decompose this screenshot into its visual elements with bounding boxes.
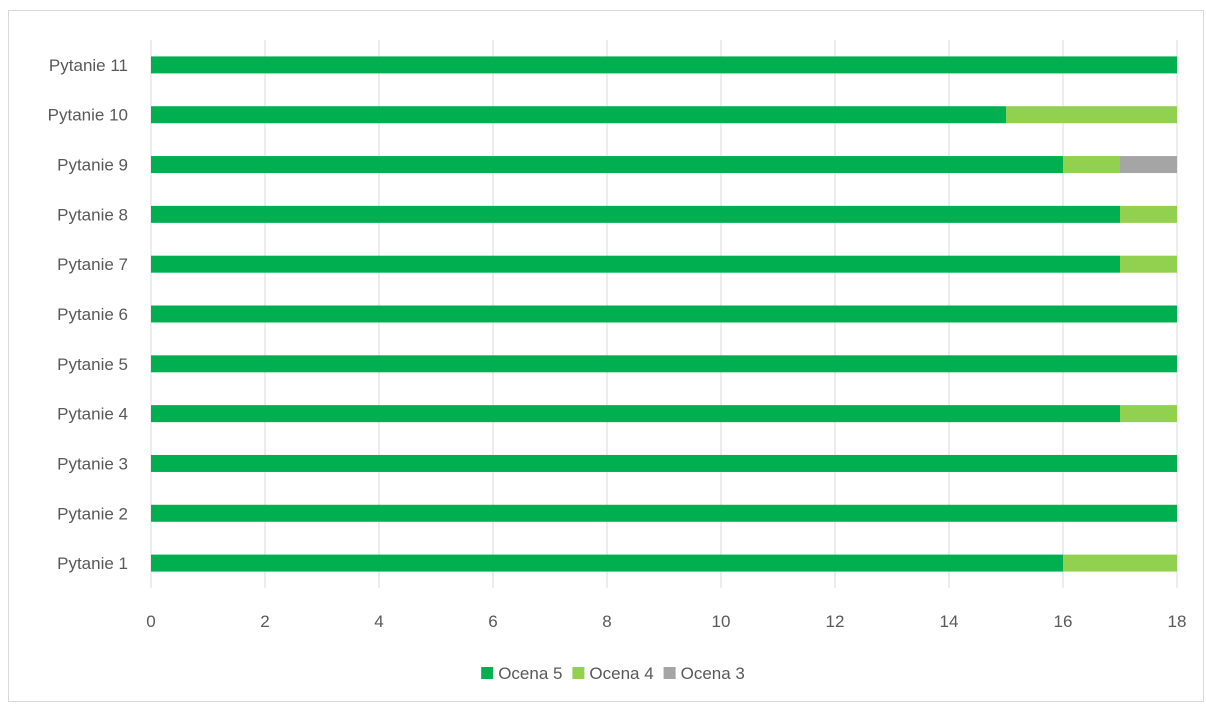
x-tick-label: 6	[488, 612, 497, 631]
category-label: Pytanie 10	[48, 106, 128, 125]
bar-pytanie-3-series-1	[151, 454, 1177, 472]
legend-label: Ocena 4	[589, 664, 653, 683]
category-label: Pytanie 3	[57, 454, 128, 473]
x-tick-label: 16	[1054, 612, 1073, 631]
legend-swatch-series-1	[481, 667, 494, 679]
category-label: Pytanie 9	[57, 156, 128, 175]
category-label: Pytanie 1	[57, 554, 128, 573]
bar-pytanie-1-series-2	[1063, 554, 1177, 572]
bar-pytanie-9-series-1	[151, 156, 1063, 174]
legend-label: Ocena 5	[498, 664, 562, 683]
x-tick-labels: 0 2 4 6 8 10 12 14 16 18	[146, 612, 1186, 631]
category-label: Pytanie 7	[57, 255, 128, 274]
bar-pytanie-8-series-1	[151, 205, 1120, 223]
category-label: Pytanie 8	[57, 205, 128, 224]
x-tick-label: 8	[602, 612, 611, 631]
x-tick-label: 12	[826, 612, 845, 631]
x-tick-label: 2	[260, 612, 269, 631]
bar-pytanie-6-series-1	[151, 305, 1177, 323]
bar-pytanie-4-series-2	[1120, 405, 1177, 423]
bar-pytanie-9-series-3	[1120, 156, 1177, 174]
bar-pytanie-11-series-1	[151, 56, 1177, 74]
legend: Ocena 5 Ocena 4 Ocena 3	[481, 664, 745, 683]
bar-pytanie-2-series-1	[151, 504, 1177, 522]
category-label: Pytanie 6	[57, 305, 128, 324]
legend-swatch-series-2	[572, 667, 585, 679]
bar-pytanie-1-series-1	[151, 554, 1063, 572]
category-label: Pytanie 11	[49, 56, 128, 75]
category-label: Pytanie 2	[57, 504, 128, 523]
legend-swatch-series-3	[663, 667, 676, 679]
bars	[151, 56, 1177, 572]
x-tick-label: 10	[712, 612, 731, 631]
category-label: Pytanie 5	[57, 355, 128, 374]
bar-pytanie-5-series-1	[151, 355, 1177, 373]
bar-pytanie-7-series-2	[1120, 255, 1177, 273]
legend-label: Ocena 3	[681, 664, 745, 683]
bar-pytanie-10-series-1	[151, 106, 1006, 124]
x-tick-label: 4	[374, 612, 383, 631]
category-label: Pytanie 4	[57, 405, 128, 424]
x-tick-label: 0	[146, 612, 155, 631]
bar-pytanie-7-series-1	[151, 255, 1120, 273]
x-tick-label: 18	[1168, 612, 1187, 631]
bar-pytanie-8-series-2	[1120, 205, 1177, 223]
bar-pytanie-4-series-1	[151, 405, 1120, 423]
x-tick-label: 14	[940, 612, 959, 631]
bar-pytanie-9-series-2	[1063, 156, 1120, 174]
category-labels: Pytanie 1 Pytanie 2 Pytanie 3 Pytanie 4 Pyta…	[48, 56, 128, 573]
bar-pytanie-10-series-2	[1006, 106, 1177, 124]
